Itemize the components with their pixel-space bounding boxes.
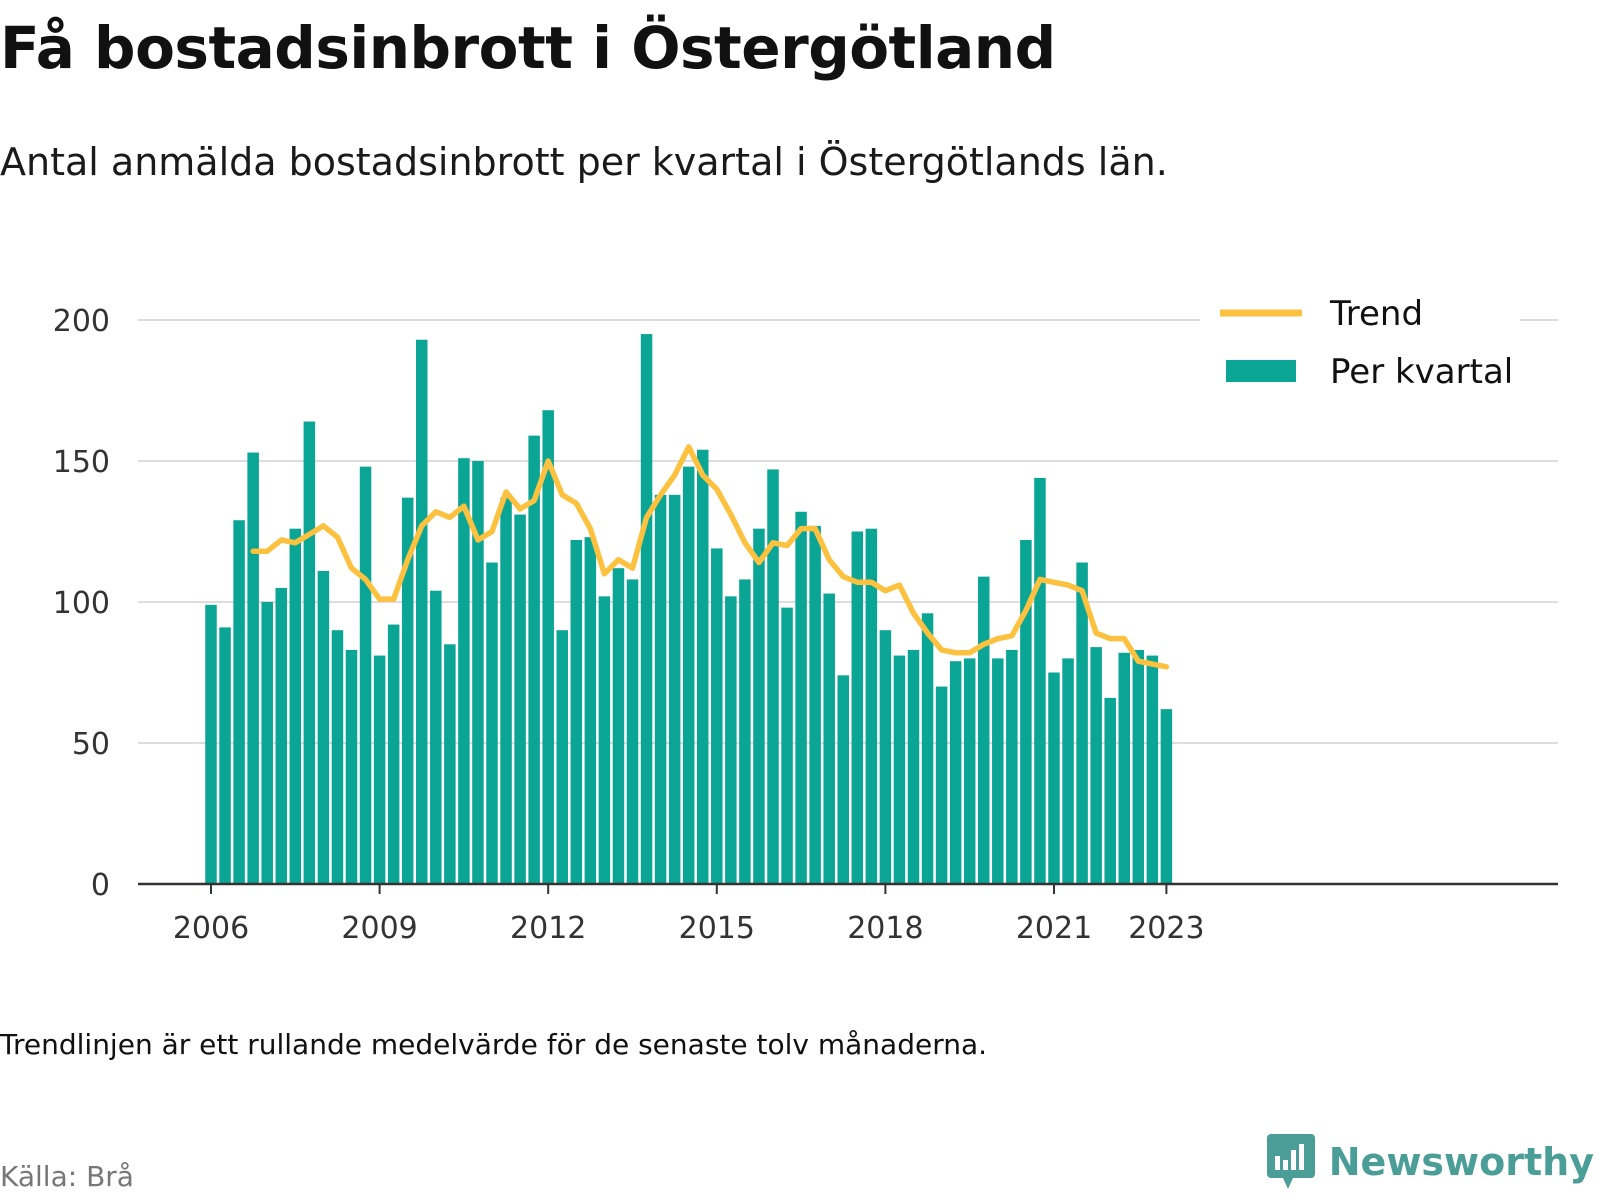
bar [598,596,611,884]
bar [317,570,330,884]
bar [949,661,962,884]
bar [640,334,653,885]
bar [528,435,540,884]
source-label: Källa: Brå [0,1160,134,1193]
bar [219,627,231,884]
legend-trend-label: Trend [1329,294,1423,334]
chart-subtitle: Antal anmälda bostadsinbrott per kvartal… [0,140,1168,184]
x-tick-label: 2009 [341,911,417,946]
chart-note: Trendlinjen är ett rullande medelvärde f… [0,1028,988,1061]
bar [261,602,273,884]
bar [907,649,920,884]
bar [401,497,414,884]
bar [444,644,456,884]
bar [247,452,259,884]
chart: 0 50 100 150 200 2006 2009 2012 2015 2018 2021 202… [53,286,1558,946]
bar [1132,649,1145,884]
bar [584,537,597,884]
bar [1034,477,1046,884]
bar [978,576,990,884]
bar [373,655,386,884]
legend-bar-swatch [1226,360,1296,382]
x-tick-label: 2012 [510,911,586,946]
newsworthy-logo-icon [1266,1134,1315,1189]
bar [1104,697,1116,884]
trend-line [250,444,1170,670]
bar [359,466,372,884]
bar [303,421,316,884]
bar [1090,647,1102,884]
bar [233,520,245,884]
bar [1146,655,1159,884]
x-tick-label: 2015 [679,911,755,946]
y-axis-ticks: 0 50 100 150 200 [53,304,110,903]
bar [935,686,948,884]
x-tick-label: 2006 [173,911,249,946]
bar [612,568,625,884]
x-tick-label: 2023 [1128,911,1204,946]
trend-series [250,444,1170,670]
bar [697,449,709,884]
bar [458,458,470,884]
bar [556,630,568,884]
bar [514,514,526,884]
bar [963,658,976,884]
bar [500,497,512,884]
bar [921,613,934,884]
bar [1160,709,1173,884]
y-tick-label: 150 [53,445,110,480]
y-tick-label: 100 [53,586,110,621]
y-tick-label: 50 [72,727,110,762]
bar [331,630,344,884]
bar [781,607,793,884]
bar [205,604,217,884]
bar [289,528,302,884]
bar [1062,658,1074,884]
bar [626,579,639,884]
bar [725,596,737,884]
bar [795,511,807,884]
bar [879,630,892,884]
bar [654,494,667,884]
bar [1118,652,1130,884]
bar [823,593,835,884]
bar-series [205,334,1173,885]
bar [472,461,484,884]
brand-name: Newsworthy [1328,1140,1594,1184]
bar [865,528,878,884]
bar [387,624,400,884]
bar [486,562,498,884]
chart-title: Få bostadsinbrott i Östergötland [0,14,1056,82]
y-tick-label: 200 [53,304,110,339]
bar [851,531,864,884]
bar [1048,672,1060,884]
bar [753,528,765,884]
bar [345,649,358,884]
legend-bar-label: Per kvartal [1330,352,1513,392]
bar [430,590,442,884]
bar [992,658,1004,884]
bar [275,587,287,884]
bar [739,579,751,884]
brand-logo: Newsworthy [1266,1134,1594,1190]
bar [1076,562,1088,884]
bar [711,548,723,884]
bar [416,339,428,884]
bar [682,466,695,884]
legend: Trend Per kvartal [1200,286,1520,398]
x-tick-label: 2018 [847,911,923,946]
bar [542,410,554,884]
bar [1006,649,1018,884]
bar [570,539,583,884]
bar [893,655,906,884]
x-tick-label: 2021 [1016,911,1092,946]
bar [767,469,779,884]
x-axis: 2006 2009 2012 2015 2018 2021 2023 [138,882,1558,946]
y-tick-label: 0 [91,868,110,903]
bar [809,525,821,884]
bar [668,494,681,884]
bar [837,675,849,884]
bar [1020,539,1032,884]
